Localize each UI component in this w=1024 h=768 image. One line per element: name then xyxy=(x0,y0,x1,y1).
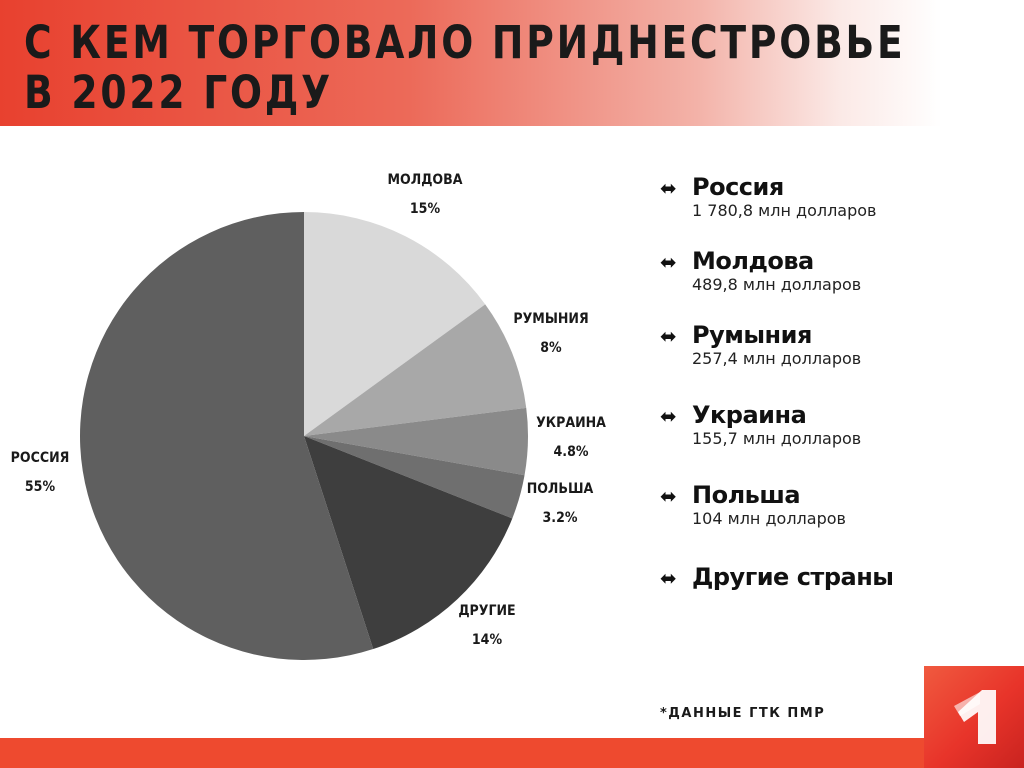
slice-value-label: 14% xyxy=(472,632,503,648)
page-title: С КЕМ ТОРГОВАЛО ПРИДНЕСТРОВЬЕ В 2022 ГОД… xyxy=(24,16,906,119)
slice-label: УКРАИНА xyxy=(536,415,606,431)
pie-chart: МОЛДОВА 15% РУМЫНИЯ 8% УКРАИНА 4.8% ПОЛЬША 3.2%… xyxy=(11,172,606,660)
double-arrow-icon: ⬌ xyxy=(660,250,677,274)
legend-item-name: Украина xyxy=(692,401,807,429)
double-arrow-icon: ⬌ xyxy=(660,324,677,348)
logo-one-icon xyxy=(954,690,996,744)
pie-slice-5 xyxy=(80,212,374,660)
double-arrow-icon: ⬌ xyxy=(660,566,677,590)
source-note: *ДАННЫЕ ГТК ПМР xyxy=(660,706,826,721)
slice-label: РОССИЯ xyxy=(11,450,70,466)
bottom-accent-bar xyxy=(0,738,924,768)
slice-label: РУМЫНИЯ xyxy=(513,311,588,327)
header-banner: С КЕМ ТОРГОВАЛО ПРИДНЕСТРОВЬЕ В 2022 ГОД… xyxy=(0,0,1024,126)
legend-item-name: Румыния xyxy=(692,321,812,349)
pie-slice-4 xyxy=(304,436,513,650)
slice-value-label: 8% xyxy=(540,340,562,356)
legend-item-name: Другие страны xyxy=(692,563,894,591)
legend-item-name: Молдова xyxy=(692,247,814,275)
slice-value-label: 55% xyxy=(25,479,56,495)
channel-one-logo xyxy=(924,666,1024,768)
slice-label: ДРУГИЕ xyxy=(458,603,515,619)
slice-value-label: 4.8% xyxy=(554,444,589,460)
legend-item-value: 1 780,8 млн долларов xyxy=(692,201,877,220)
double-arrow-icon: ⬌ xyxy=(660,484,677,508)
slice-label: ПОЛЬША xyxy=(527,481,594,497)
pie-slice-0 xyxy=(304,212,486,436)
slice-value-label: 15% xyxy=(410,201,441,217)
double-arrow-icon: ⬌ xyxy=(660,176,677,200)
legend-item-value: 489,8 млн долларов xyxy=(692,275,862,294)
double-arrow-icon: ⬌ xyxy=(660,404,677,428)
pie-slice-1 xyxy=(304,304,527,436)
legend-item-name: Россия xyxy=(692,173,784,201)
legend-item-name: Польша xyxy=(692,481,801,509)
pie-slice-2 xyxy=(304,407,528,476)
legend-item-value: 257,4 млн долларов xyxy=(692,349,862,368)
slice-label: МОЛДОВА xyxy=(388,172,463,188)
legend-item-value: 104 млн долларов xyxy=(692,509,846,528)
legend-item-value: 155,7 млн долларов xyxy=(692,429,862,448)
slice-value-label: 3.2% xyxy=(543,510,578,526)
pie-slice-3 xyxy=(304,436,525,519)
